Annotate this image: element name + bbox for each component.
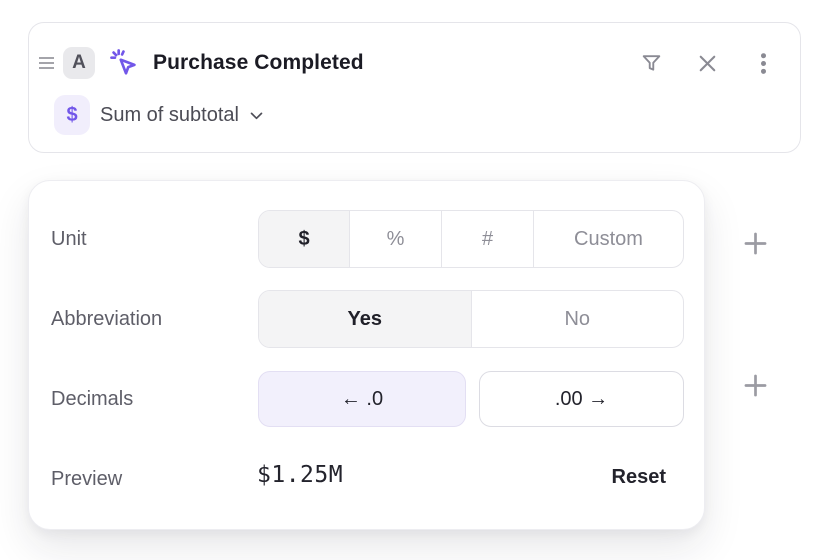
preview-label: Preview xyxy=(51,468,123,490)
preview-value: $1.25M xyxy=(257,462,344,488)
metric-dropdown[interactable]: Sum of subtotal xyxy=(100,104,265,127)
event-letter-badge: A xyxy=(63,47,95,79)
abbreviation-option-no[interactable]: No xyxy=(472,291,684,347)
unit-label: Unit xyxy=(51,228,87,250)
decimals-label: Decimals xyxy=(51,388,134,410)
filter-button[interactable] xyxy=(639,51,664,76)
add-button-top[interactable] xyxy=(741,229,769,257)
more-options-button[interactable] xyxy=(751,51,776,76)
decimals-increase-button[interactable]: .00 → xyxy=(479,371,684,427)
drag-handle-icon[interactable] xyxy=(34,52,59,74)
add-button-bottom[interactable] xyxy=(741,371,769,399)
unit-segmented-control: $ % # Custom xyxy=(258,210,684,268)
unit-option-dollar[interactable]: $ xyxy=(259,211,350,267)
unit-option-number[interactable]: # xyxy=(442,211,534,267)
close-button[interactable] xyxy=(695,51,720,76)
metric-dropdown-label: Sum of subtotal xyxy=(100,103,239,126)
event-card-actions xyxy=(639,51,776,76)
metric-row: $ Sum of subtotal xyxy=(54,94,265,136)
event-card-header: A Purchase Completed xyxy=(34,44,776,82)
unit-option-custom[interactable]: Custom xyxy=(534,211,683,267)
abbreviation-option-yes[interactable]: Yes xyxy=(259,291,472,347)
chevron-down-icon xyxy=(250,112,263,119)
reset-button[interactable]: Reset xyxy=(611,466,666,488)
abbreviation-segmented-control: Yes No xyxy=(258,290,684,348)
decimals-decrease-button[interactable]: ← .0 xyxy=(258,371,466,427)
event-card: A Purchase Completed xyxy=(28,22,801,153)
abbreviation-label: Abbreviation xyxy=(51,308,163,330)
plus-icon xyxy=(744,374,766,396)
cursor-click-icon xyxy=(108,47,140,79)
unit-option-percent[interactable]: % xyxy=(350,211,442,267)
event-title[interactable]: Purchase Completed xyxy=(153,51,364,74)
plus-icon xyxy=(744,232,766,254)
dollar-icon: $ xyxy=(54,95,90,135)
format-panel: Unit $ % # Custom Abbreviation Yes No De… xyxy=(28,180,705,530)
